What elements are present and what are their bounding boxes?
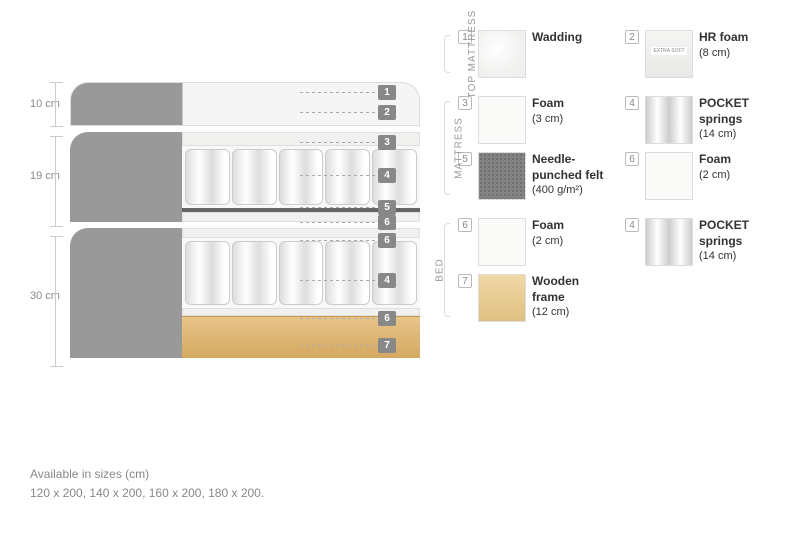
legend-text: Wooden frame(12 cm) <box>532 274 613 322</box>
cross-section-panel: 10 cm 19 cm 30 cm <box>0 0 420 533</box>
diagram-container: 10 cm 19 cm 30 cm <box>0 0 800 533</box>
section-top-mattress: TOP MATTRESS 1Wadding2HR foam(8 cm) <box>450 30 790 78</box>
swatch <box>478 96 526 144</box>
legend-text: Needle-punched felt(400 g/m²) <box>532 152 613 200</box>
callout-line <box>300 280 378 281</box>
legend-item: 3 Foam(3 cm) <box>458 96 613 144</box>
legend-text: Foam(2 cm) <box>532 218 564 266</box>
callout-7: 7 <box>378 338 396 353</box>
legend-item: 7 Wooden frame(12 cm) <box>458 274 613 322</box>
section-mattress: MATTRESS 3 Foam(3 cm) 4 POCKET springs(14 c… <box>450 96 790 200</box>
callout-line <box>300 142 378 143</box>
swatch <box>645 30 693 78</box>
spring <box>279 241 324 305</box>
spring <box>232 241 277 305</box>
callout-line <box>300 207 378 208</box>
legend-text: POCKET springs(14 cm) <box>699 96 780 144</box>
spring <box>325 241 370 305</box>
legend-item: 2 HR foam(8 cm) <box>625 30 780 78</box>
legend-item: 4 POCKET springs(14 cm) <box>625 96 780 144</box>
layer-bed <box>70 228 420 358</box>
callout-5: 5 <box>378 200 396 215</box>
legend-num: 6 <box>458 218 472 232</box>
spring <box>185 149 230 205</box>
callout-line <box>300 222 378 223</box>
section-label: BED <box>434 258 445 282</box>
legend-item: 4 POCKET springs(14 cm) <box>625 218 780 266</box>
callout-line <box>300 345 378 346</box>
swatch <box>645 96 693 144</box>
swatch <box>478 30 526 78</box>
callout-6c: 6 <box>378 311 396 326</box>
dim-line <box>55 82 63 126</box>
callout-line <box>300 92 378 93</box>
dim-tick <box>50 366 63 367</box>
legend-item: 1Wadding <box>458 30 613 78</box>
legend-item: 6 Foam(2 cm) <box>458 218 613 266</box>
dim-line <box>55 136 63 226</box>
dim-line <box>55 236 63 366</box>
footer: Available in sizes (cm) 120 x 200, 140 x… <box>30 465 264 503</box>
callout-1: 1 <box>378 85 396 100</box>
callout-3: 3 <box>378 135 396 150</box>
swatch <box>478 152 526 200</box>
legend-num: 4 <box>625 218 639 232</box>
layer-mattress <box>70 132 420 222</box>
callout-line <box>300 240 378 241</box>
footer-line1: Available in sizes (cm) <box>30 465 264 484</box>
spring <box>279 149 324 205</box>
bracket <box>444 101 450 195</box>
items-top: 1Wadding 2 HR foam(8 cm) <box>450 30 790 78</box>
footer-line2: 120 x 200, 140 x 200, 160 x 200, 180 x 2… <box>30 484 264 503</box>
items-mattress: 3 Foam(3 cm) 4 POCKET springs(14 cm) 5Needle… <box>450 96 790 200</box>
legend-num: 7 <box>458 274 472 288</box>
spring <box>232 149 277 205</box>
legend-text: Wadding <box>532 30 582 78</box>
callout-6: 6 <box>378 215 396 230</box>
layer-top-mattress <box>70 82 420 126</box>
section-bed: BED 6Foam(2 cm)4POCKET springs(14 cm)7Wo… <box>450 218 790 322</box>
swatch <box>645 218 693 266</box>
legend-text: Foam(3 cm) <box>532 96 564 144</box>
legend-text: HR foam(8 cm) <box>699 30 748 78</box>
callout-4b: 4 <box>378 273 396 288</box>
section-label: TOP MATTRESS <box>467 10 478 99</box>
swatch <box>478 218 526 266</box>
callout-line <box>300 112 378 113</box>
legend-text: Foam(2 cm) <box>699 152 731 200</box>
callout-4: 4 <box>378 168 396 183</box>
dim-tick <box>50 226 63 227</box>
callout-6b: 6 <box>378 233 396 248</box>
spring <box>185 241 230 305</box>
legend-num: 3 <box>458 96 472 110</box>
callout-2: 2 <box>378 105 396 120</box>
legend-num: 6 <box>625 152 639 166</box>
swatch <box>478 274 526 322</box>
legend-text: POCKET springs(14 cm) <box>699 218 780 266</box>
dim-tick <box>50 126 63 127</box>
legend-panel: TOP MATTRESS 1Wadding 2 HR foam(8 cm) MATT… <box>420 0 800 533</box>
items-bed: 6 Foam(2 cm) 4 POCKET springs(14 cm) 7 Wooden… <box>450 218 790 322</box>
legend-num: 4 <box>625 96 639 110</box>
section-label: MATTRESS <box>453 117 464 179</box>
legend-item: 6 Foam(2 cm) <box>625 152 780 200</box>
legend-num: 2 <box>625 30 639 44</box>
swatch <box>645 152 693 200</box>
legend-item: 5Needle-punched felt(400 g/m²) <box>458 152 613 200</box>
spring <box>325 149 370 205</box>
callout-line <box>300 318 378 319</box>
bracket <box>444 35 450 73</box>
callout-line <box>300 175 378 176</box>
